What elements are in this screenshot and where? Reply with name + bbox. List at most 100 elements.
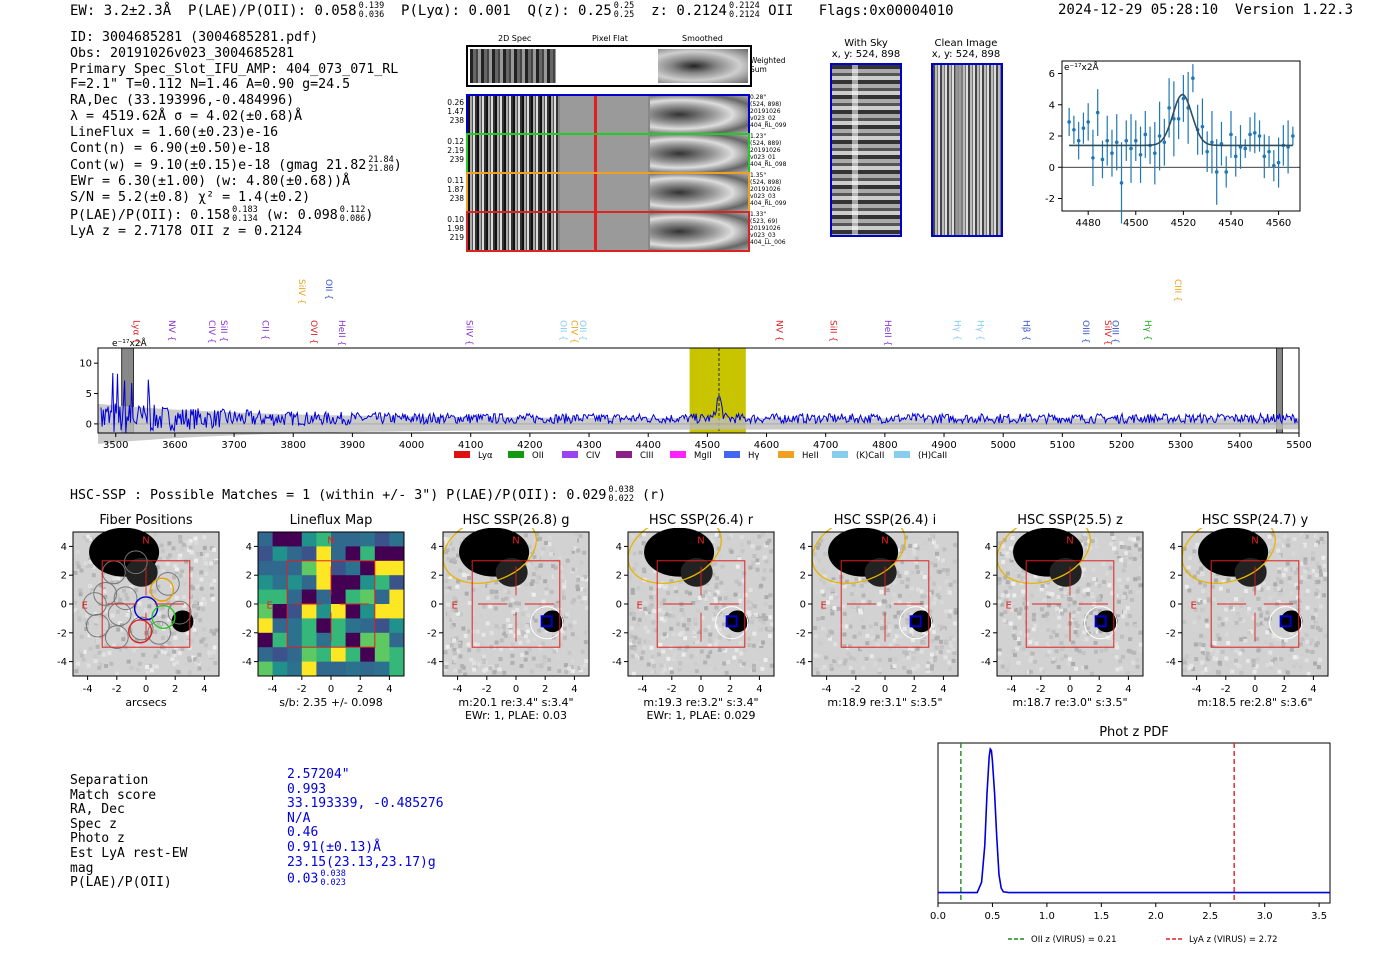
noise-pixel [193, 615, 198, 620]
counterpart-marker [725, 615, 738, 628]
panel-caption: m:18.9 re:3.1" s:3.5" [827, 696, 943, 709]
spectrum-line-label: Hβ { [1020, 320, 1030, 341]
noise-pixel [931, 540, 936, 545]
noise-pixel [1012, 625, 1017, 630]
noise-pixel [641, 541, 646, 546]
noise-pixel [104, 609, 109, 614]
noise-pixel [452, 596, 457, 601]
noise-pixel [660, 635, 665, 640]
panel-title: HSC SSP(26.8) g [462, 513, 570, 528]
noise-pixel [1026, 670, 1031, 675]
panel-title: HSC SSP(24.7) y [1201, 513, 1309, 528]
noise-pixel [938, 650, 943, 655]
noise-pixel [1281, 573, 1286, 578]
noise-pixel [717, 598, 722, 603]
noise-pixel [939, 600, 944, 605]
panel-ytick-label: 2 [985, 571, 991, 582]
noise-pixel [1115, 667, 1120, 672]
noise-pixel [171, 546, 176, 551]
row-side-4: 404_LL_006 [750, 239, 786, 246]
noise-pixel [641, 650, 646, 655]
noise-pixel [659, 616, 664, 621]
noise-pixel [1276, 548, 1281, 553]
noise-pixel [508, 629, 513, 634]
noise-pixel [1202, 663, 1207, 668]
noise-pixel [194, 540, 199, 545]
noise-pixel [573, 546, 578, 551]
fit-point [1243, 146, 1248, 151]
noise-pixel [188, 539, 193, 544]
noise-pixel [1135, 590, 1140, 595]
noise-pixel [453, 599, 458, 604]
noise-pixel [531, 656, 536, 661]
noise-pixel [532, 583, 537, 588]
noise-pixel [890, 601, 895, 606]
noise-pixel [1192, 574, 1197, 579]
noise-pixel [202, 550, 207, 555]
row-info-2: 239 [449, 155, 464, 164]
noise-pixel [816, 671, 821, 676]
noise-pixel [1265, 571, 1270, 576]
noise-pixel [1293, 570, 1298, 575]
noise-pixel [1207, 667, 1212, 672]
noise-pixel [1090, 539, 1095, 544]
noise-pixel [134, 638, 139, 643]
noise-pixel [1043, 583, 1048, 588]
noise-pixel [1314, 617, 1319, 622]
noise-pixel [443, 650, 448, 655]
noise-pixel [653, 594, 658, 599]
noise-pixel [1085, 548, 1090, 553]
noise-pixel [141, 652, 146, 657]
row-side-2: 20191026 [750, 186, 781, 193]
fiber-circle [167, 600, 192, 625]
noise-pixel [570, 600, 575, 605]
noise-pixel [823, 552, 828, 557]
noise-pixel [1201, 608, 1206, 613]
noise-pixel [1214, 578, 1219, 583]
noise-pixel [458, 612, 463, 617]
noise-pixel [1137, 566, 1142, 571]
panel-xtick-label: 2 [727, 684, 733, 695]
noise-pixel [104, 643, 109, 648]
noise-pixel [720, 589, 725, 594]
noise-pixel [870, 635, 875, 640]
row-pixelflat [560, 96, 648, 133]
noise-pixel [953, 607, 958, 612]
noise-pixel [1088, 546, 1093, 551]
lineflux-cell [331, 632, 347, 648]
noise-pixel [933, 558, 938, 563]
noise-pixel [179, 637, 184, 642]
noise-pixel [1125, 671, 1130, 676]
noise-pixel [905, 584, 910, 589]
noise-pixel [721, 646, 726, 651]
noise-pixel [1046, 580, 1051, 585]
header-bar: EW: 3.2±2.3Å P(LAE)/P(OII): 0.058 0.139 0.… [70, 2, 954, 20]
noise-pixel [1262, 606, 1267, 611]
lineflux-cell [360, 632, 376, 648]
noise-pixel [1059, 608, 1064, 613]
noise-pixel [662, 585, 667, 590]
noise-pixel [1014, 618, 1019, 623]
noise-pixel [953, 610, 958, 615]
noise-pixel [1000, 593, 1005, 598]
noise-pixel [692, 637, 697, 642]
noise-pixel [1118, 593, 1123, 598]
noise-pixel [1121, 595, 1126, 600]
noise-pixel [87, 605, 92, 610]
noise-pixel [494, 589, 499, 594]
search-box [101, 560, 191, 648]
noise-pixel [1128, 637, 1133, 642]
noise-pixel [1122, 553, 1127, 558]
lineflux-cell [374, 632, 390, 648]
noise-pixel [931, 581, 936, 586]
spectrum-xtick-label: 4900 [931, 440, 956, 451]
noise-pixel [570, 669, 575, 674]
noise-pixel [705, 647, 710, 652]
noise-pixel [631, 566, 636, 571]
row-pixelflat [560, 135, 648, 172]
match-label-specz: Spec z [70, 816, 117, 832]
noise-pixel [857, 608, 862, 613]
noise-pixel [149, 668, 154, 673]
lineflux-cell [316, 604, 332, 619]
noise-pixel [835, 663, 840, 668]
